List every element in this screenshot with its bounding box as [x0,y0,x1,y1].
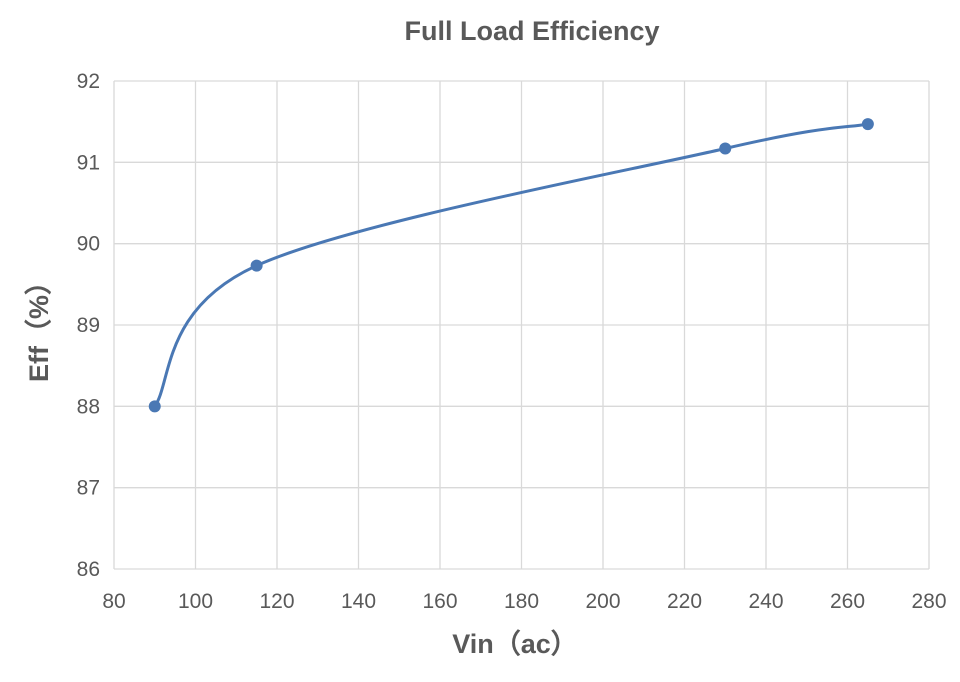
y-tick-label: 92 [77,70,100,93]
horizontal-gridlines [114,80,929,570]
x-axis-title: Vin（ac） [452,629,578,659]
x-tick-label: 240 [748,590,783,613]
x-tick-label: 100 [178,590,213,613]
x-tick-label: 120 [259,590,294,613]
chart-title: Full Load Efficiency [404,16,659,46]
x-tick-label: 200 [585,590,620,613]
y-tick-label: 86 [77,558,100,581]
data-points [148,118,874,413]
data-point [719,142,732,155]
data-point [861,118,874,131]
y-tick-label: 88 [77,395,100,418]
y-axis-ticks: 86 87 88 89 90 91 92 [77,70,100,581]
x-tick-label: 260 [830,590,865,613]
data-point [250,259,263,272]
x-tick-label: 180 [504,590,539,613]
y-tick-label: 87 [77,477,100,500]
y-tick-label: 91 [77,151,100,174]
x-tick-label: 140 [341,590,376,613]
x-tick-label: 280 [911,590,946,613]
x-axis-ticks: 80 100 120 140 160 180 200 220 240 260 280 [102,590,946,613]
y-tick-label: 90 [77,233,100,256]
data-point [148,400,161,413]
y-axis-title: Eff（%） [24,268,54,382]
y-tick-label: 89 [77,314,100,337]
x-tick-label: 220 [667,590,702,613]
x-tick-label: 160 [422,590,457,613]
series-line [153,122,869,408]
x-tick-label: 80 [102,590,125,613]
